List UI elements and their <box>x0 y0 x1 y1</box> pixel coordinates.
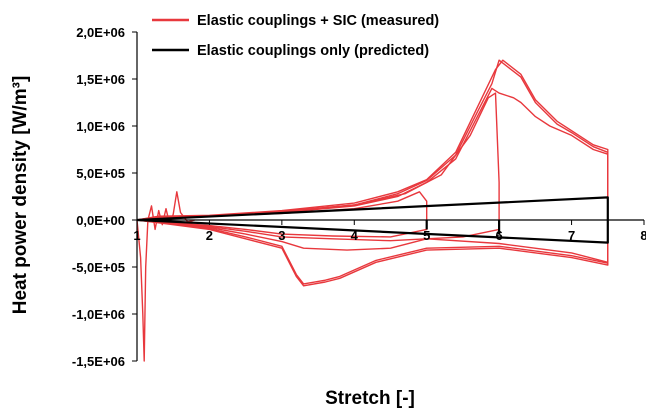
x-axis-title: Stretch [-] <box>325 388 415 409</box>
tick-group: 1 2 3 4 5 6 7 8 2,0E+06 1,5E+06 1,0E+06 5,0E+05 0,0E… <box>72 25 646 369</box>
x-tick-label: 3 <box>278 228 285 243</box>
legend: Elastic couplings + SIC (measured) Elast… <box>152 13 439 59</box>
x-tick-label: 6 <box>496 228 503 243</box>
y-tick-label: 2,0E+06 <box>76 25 125 40</box>
y-tick-label: 1,5E+06 <box>76 72 125 87</box>
legend-label-measured: Elastic couplings + SIC (measured) <box>197 13 439 29</box>
axes-group <box>136 32 644 361</box>
legend-label-predicted: Elastic couplings only (predicted) <box>197 43 429 59</box>
series-0-line-5 <box>136 191 196 362</box>
x-tick-label: 8 <box>640 228 646 243</box>
series-0-line-2 <box>136 59 609 285</box>
x-tick-label: 5 <box>423 228 430 243</box>
plot-area <box>136 59 609 362</box>
y-tick-label: -1,0E+06 <box>72 307 125 322</box>
series-0-line-0 <box>136 87 609 263</box>
x-tick-label: 7 <box>568 228 575 243</box>
y-axis-title: Heat power density [W/m³] <box>10 76 31 315</box>
y-tick-label: 0,0E+00 <box>76 213 125 228</box>
x-tick-label: 2 <box>206 228 213 243</box>
y-tick-label: 5,0E+05 <box>76 166 125 181</box>
series-0-line-3 <box>136 92 500 242</box>
y-tick-label: -5,0E+05 <box>72 260 125 275</box>
series-0-line-1 <box>136 59 609 287</box>
x-tick-label: 1 <box>133 228 140 243</box>
x-tick-label: 4 <box>351 228 359 243</box>
y-tick-label: 1,0E+06 <box>76 119 125 134</box>
y-tick-label: -1,5E+06 <box>72 354 125 369</box>
